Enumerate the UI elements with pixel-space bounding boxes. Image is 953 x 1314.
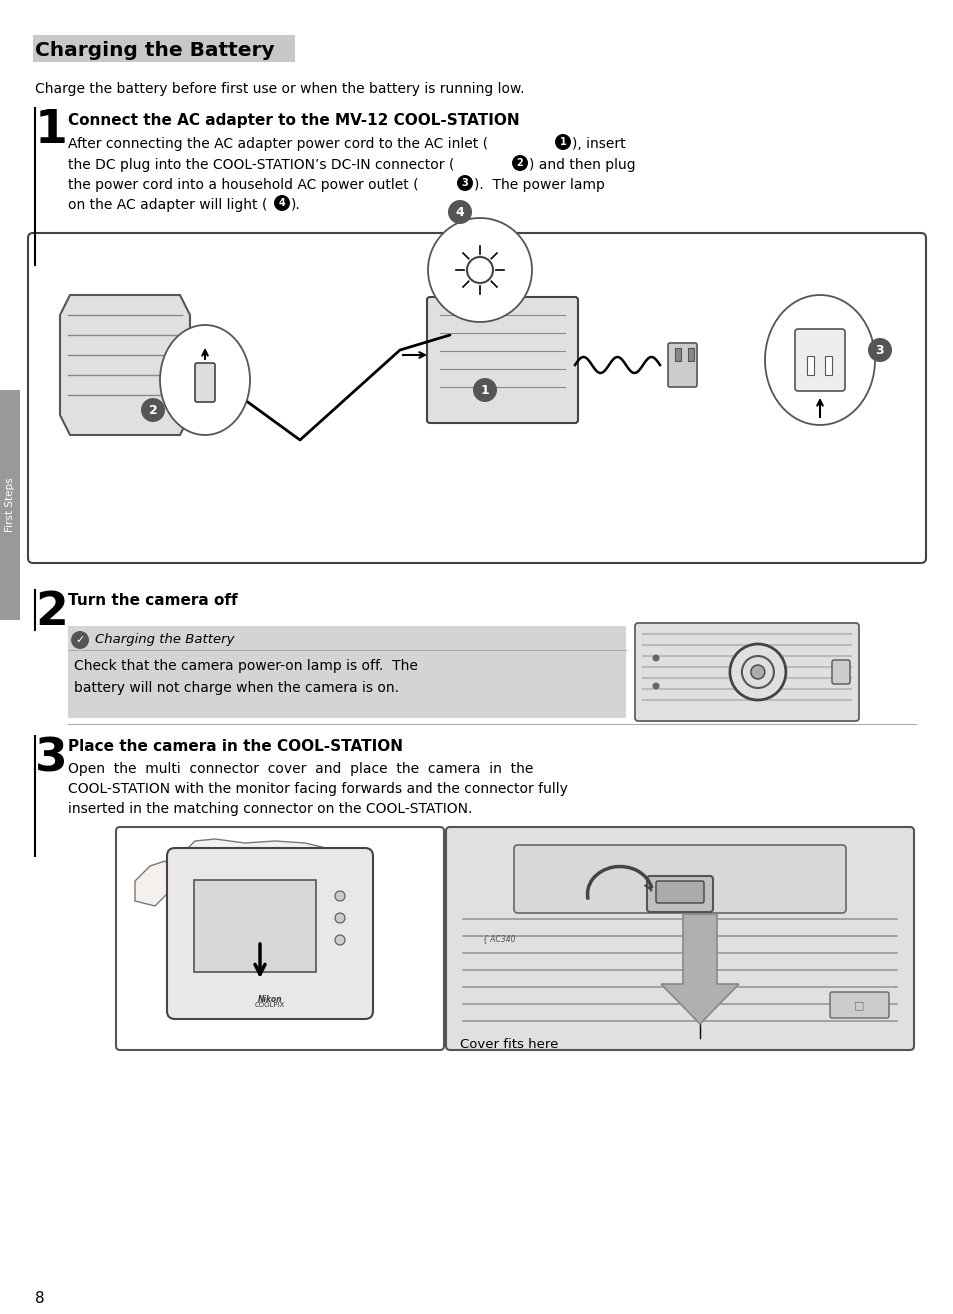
Text: COOL-STATION with the monitor facing forwards and the connector fully: COOL-STATION with the monitor facing for… <box>68 782 567 796</box>
Circle shape <box>467 258 493 283</box>
FancyBboxPatch shape <box>116 827 443 1050</box>
FancyBboxPatch shape <box>794 328 844 392</box>
Text: the power cord into a household AC power outlet (: the power cord into a household AC power… <box>68 177 418 192</box>
FancyBboxPatch shape <box>675 347 680 360</box>
Text: Charging the Battery: Charging the Battery <box>95 633 234 646</box>
FancyBboxPatch shape <box>831 660 849 685</box>
Text: COOLPIX: COOLPIX <box>254 1003 285 1008</box>
FancyBboxPatch shape <box>806 356 814 376</box>
Text: { AC340: { AC340 <box>482 934 515 943</box>
Text: After connecting the AC adapter power cord to the AC inlet (: After connecting the AC adapter power co… <box>68 137 488 151</box>
Circle shape <box>274 194 290 212</box>
Circle shape <box>473 378 497 402</box>
Text: ).: ). <box>291 198 300 212</box>
Circle shape <box>71 631 89 649</box>
Circle shape <box>448 200 472 223</box>
Ellipse shape <box>764 296 874 424</box>
Text: First Steps: First Steps <box>5 478 15 532</box>
Text: □: □ <box>853 1000 863 1010</box>
Circle shape <box>335 913 345 922</box>
FancyBboxPatch shape <box>646 876 712 912</box>
Text: ✓: ✓ <box>75 635 85 645</box>
Text: inserted in the matching connector on the COOL-STATION.: inserted in the matching connector on th… <box>68 802 472 816</box>
FancyBboxPatch shape <box>829 992 888 1018</box>
Text: 3: 3 <box>875 343 883 356</box>
Text: Charging the Battery: Charging the Battery <box>35 42 274 60</box>
Text: Check that the camera power-on lamp is off.  The: Check that the camera power-on lamp is o… <box>74 660 417 673</box>
FancyBboxPatch shape <box>446 827 913 1050</box>
Text: ), insert: ), insert <box>572 137 625 151</box>
FancyBboxPatch shape <box>193 880 315 972</box>
Circle shape <box>428 218 532 322</box>
Text: on the AC adapter will light (: on the AC adapter will light ( <box>68 198 267 212</box>
Text: 3: 3 <box>461 177 468 188</box>
FancyBboxPatch shape <box>33 35 294 62</box>
Circle shape <box>512 155 527 171</box>
FancyBboxPatch shape <box>688 347 694 360</box>
Text: 8: 8 <box>35 1290 45 1306</box>
Polygon shape <box>660 915 739 1024</box>
Circle shape <box>729 644 785 700</box>
Polygon shape <box>60 296 190 435</box>
FancyBboxPatch shape <box>656 880 703 903</box>
Circle shape <box>652 682 659 690</box>
Bar <box>0 390 20 620</box>
Circle shape <box>141 398 165 422</box>
Text: 1: 1 <box>35 108 68 152</box>
Circle shape <box>335 936 345 945</box>
Text: Nikon: Nikon <box>257 995 282 1004</box>
FancyBboxPatch shape <box>514 845 845 913</box>
Circle shape <box>652 654 659 661</box>
Text: Charge the battery before first use or when the battery is running low.: Charge the battery before first use or w… <box>35 81 524 96</box>
Circle shape <box>456 175 473 191</box>
Polygon shape <box>185 840 350 871</box>
FancyBboxPatch shape <box>635 623 858 721</box>
Polygon shape <box>135 861 174 905</box>
Circle shape <box>867 338 891 361</box>
Text: ).  The power lamp: ). The power lamp <box>474 177 604 192</box>
Text: 2: 2 <box>149 403 157 417</box>
FancyBboxPatch shape <box>667 343 697 388</box>
Text: Cover fits here: Cover fits here <box>459 1038 558 1051</box>
Text: ) and then plug: ) and then plug <box>529 158 635 172</box>
Text: Turn the camera off: Turn the camera off <box>68 593 237 608</box>
FancyBboxPatch shape <box>184 344 198 367</box>
Text: 2: 2 <box>517 158 523 168</box>
Text: 1: 1 <box>480 384 489 397</box>
Circle shape <box>741 656 773 689</box>
FancyBboxPatch shape <box>194 363 214 402</box>
FancyBboxPatch shape <box>28 233 925 562</box>
FancyBboxPatch shape <box>68 625 625 717</box>
Text: battery will not charge when the camera is on.: battery will not charge when the camera … <box>74 681 398 695</box>
Text: 3: 3 <box>35 736 68 781</box>
Text: 4: 4 <box>456 205 464 218</box>
Text: Open  the  multi  connector  cover  and  place  the  camera  in  the: Open the multi connector cover and place… <box>68 762 533 777</box>
Text: Connect the AC adapter to the MV-12 COOL-STATION: Connect the AC adapter to the MV-12 COOL… <box>68 113 519 127</box>
Text: the DC plug into the COOL-STATION’s DC-IN connector (: the DC plug into the COOL-STATION’s DC-I… <box>68 158 454 172</box>
Circle shape <box>750 665 764 679</box>
Text: 2: 2 <box>35 590 68 635</box>
Ellipse shape <box>160 325 250 435</box>
FancyBboxPatch shape <box>427 297 578 423</box>
Text: Place the camera in the COOL-STATION: Place the camera in the COOL-STATION <box>68 738 402 754</box>
Text: 1: 1 <box>559 137 566 147</box>
Text: 4: 4 <box>278 198 285 208</box>
FancyBboxPatch shape <box>824 356 832 376</box>
Circle shape <box>555 134 571 150</box>
Circle shape <box>335 891 345 901</box>
FancyBboxPatch shape <box>167 848 373 1018</box>
